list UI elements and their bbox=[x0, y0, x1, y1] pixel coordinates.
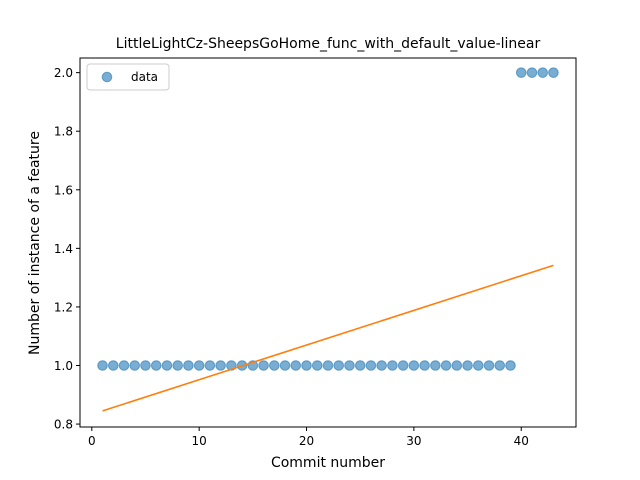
data-point bbox=[118, 360, 130, 371]
data-point bbox=[548, 67, 559, 78]
data-point bbox=[365, 360, 377, 371]
y-tick-label: 2.0 bbox=[54, 66, 73, 80]
x-tick-label: 20 bbox=[299, 434, 314, 448]
data-point bbox=[430, 360, 441, 371]
data-point bbox=[537, 67, 549, 78]
x-tick-label: 40 bbox=[514, 434, 529, 448]
data-point bbox=[451, 360, 463, 371]
data-point bbox=[258, 360, 269, 371]
data-point bbox=[97, 360, 108, 371]
data-point bbox=[440, 360, 452, 371]
data-point bbox=[129, 360, 141, 371]
legend-marker bbox=[101, 71, 113, 83]
data-point bbox=[387, 360, 398, 371]
x-tick-label: 10 bbox=[192, 434, 207, 448]
x-tick-label: 30 bbox=[406, 434, 421, 448]
x-axis-ticks: 0 10 20 30 40 bbox=[88, 427, 529, 448]
data-point bbox=[354, 360, 366, 371]
data-point bbox=[483, 360, 495, 371]
y-tick-label: 1.2 bbox=[54, 300, 73, 314]
data-point bbox=[301, 360, 312, 371]
x-tick-label: 0 bbox=[88, 434, 96, 448]
y-tick-label: 0.8 bbox=[54, 418, 73, 432]
data-point bbox=[193, 360, 205, 371]
data-point bbox=[397, 360, 409, 371]
data-point bbox=[494, 360, 506, 371]
data-point bbox=[344, 360, 355, 371]
y-tick-label: 1.6 bbox=[54, 183, 73, 197]
data-point bbox=[526, 67, 538, 78]
plot-area bbox=[79, 57, 577, 428]
data-point bbox=[462, 360, 473, 371]
axes-frame bbox=[79, 57, 577, 428]
fit-line bbox=[102, 264, 554, 412]
data-point bbox=[515, 67, 527, 78]
data-point bbox=[505, 360, 516, 371]
legend-box bbox=[86, 63, 170, 91]
data-point bbox=[183, 360, 194, 371]
data-point bbox=[107, 360, 119, 371]
data-point bbox=[215, 360, 226, 371]
data-point bbox=[172, 360, 183, 371]
data-point bbox=[269, 360, 280, 371]
data-point bbox=[290, 360, 302, 371]
data-point bbox=[419, 360, 430, 371]
legend: data bbox=[86, 63, 170, 91]
data-point bbox=[376, 360, 387, 371]
y-axis-label: Number of instance of a feature bbox=[27, 131, 43, 355]
legend-label-data: data bbox=[131, 70, 158, 84]
y-tick-label: 1.4 bbox=[54, 242, 73, 256]
data-point bbox=[322, 360, 334, 371]
y-tick-label: 1.0 bbox=[54, 359, 73, 373]
data-point bbox=[311, 360, 323, 371]
data-point bbox=[204, 360, 216, 371]
data-point bbox=[140, 360, 151, 371]
data-point bbox=[150, 360, 162, 371]
chart-title: LittleLightCz-SheepsGoHome_func_with_def… bbox=[116, 36, 541, 52]
data-point bbox=[473, 360, 484, 371]
data-point bbox=[161, 360, 173, 371]
data-point bbox=[279, 360, 291, 371]
data-point bbox=[333, 360, 345, 371]
y-tick-label: 1.8 bbox=[54, 125, 73, 139]
data-point bbox=[408, 360, 420, 371]
x-axis-label: Commit number bbox=[271, 455, 385, 471]
y-axis-ticks: 0.8 1.0 1.2 1.4 1.6 1.8 2.0 bbox=[54, 66, 80, 432]
